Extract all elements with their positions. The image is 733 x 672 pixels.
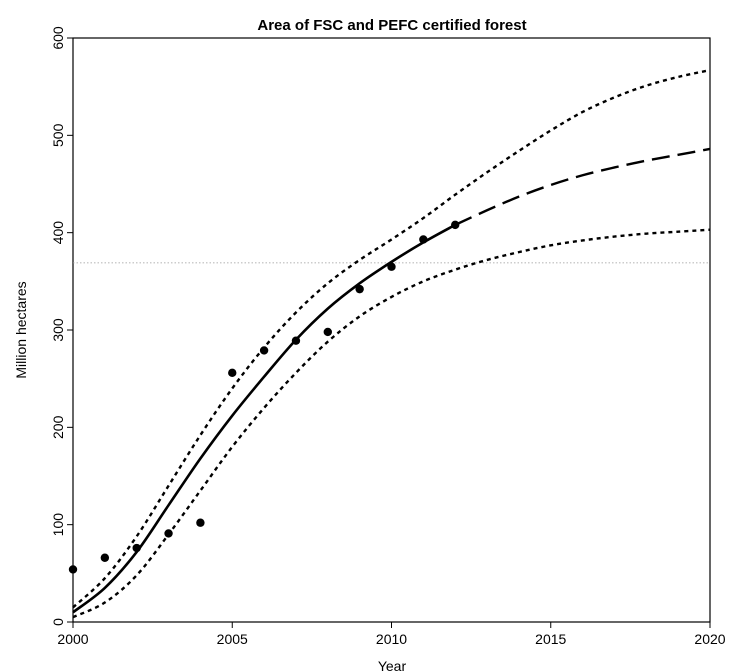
y-tick-label: 600 (50, 26, 66, 50)
data-point (355, 284, 364, 294)
x-tick-label: 2000 (57, 631, 88, 647)
y-tick-label: 500 (50, 123, 66, 147)
y-axis: 0 100 200 300 400 500 600 (50, 26, 73, 626)
y-axis-label: Million hectares (13, 281, 29, 378)
y-tick-label: 300 (50, 318, 66, 342)
x-axis-label: Year (378, 658, 407, 672)
data-point (228, 368, 237, 378)
y-tick-label: 0 (50, 618, 66, 626)
points-layer (68, 220, 460, 574)
data-point (100, 553, 110, 562)
data-point (419, 235, 428, 244)
series-dotted-line-2 (72, 228, 711, 619)
data-point (196, 518, 205, 527)
y-tick-label: 400 (50, 221, 66, 245)
data-point (387, 262, 396, 271)
y-tick-label: 200 (50, 415, 66, 439)
chart-title: Area of FSC and PEFC certified forest (257, 17, 526, 34)
x-tick-label: 2005 (217, 631, 248, 647)
data-point (164, 529, 173, 538)
x-tick-label: 2010 (376, 631, 407, 647)
data-point (323, 327, 332, 337)
x-tick-label: 2020 (694, 631, 725, 647)
series-dotted-line-1 (72, 68, 711, 609)
data-point (259, 346, 269, 355)
data-point (451, 220, 460, 230)
y-tick-label: 100 (50, 513, 66, 537)
series-dashed-line (454, 147, 711, 226)
data-point (291, 336, 301, 345)
series-solid-line (72, 223, 456, 614)
data-point (68, 565, 78, 574)
x-tick-label: 2015 (535, 631, 566, 647)
x-axis: 2000 2005 2010 2015 2020 (57, 622, 726, 647)
data-point (132, 543, 141, 553)
